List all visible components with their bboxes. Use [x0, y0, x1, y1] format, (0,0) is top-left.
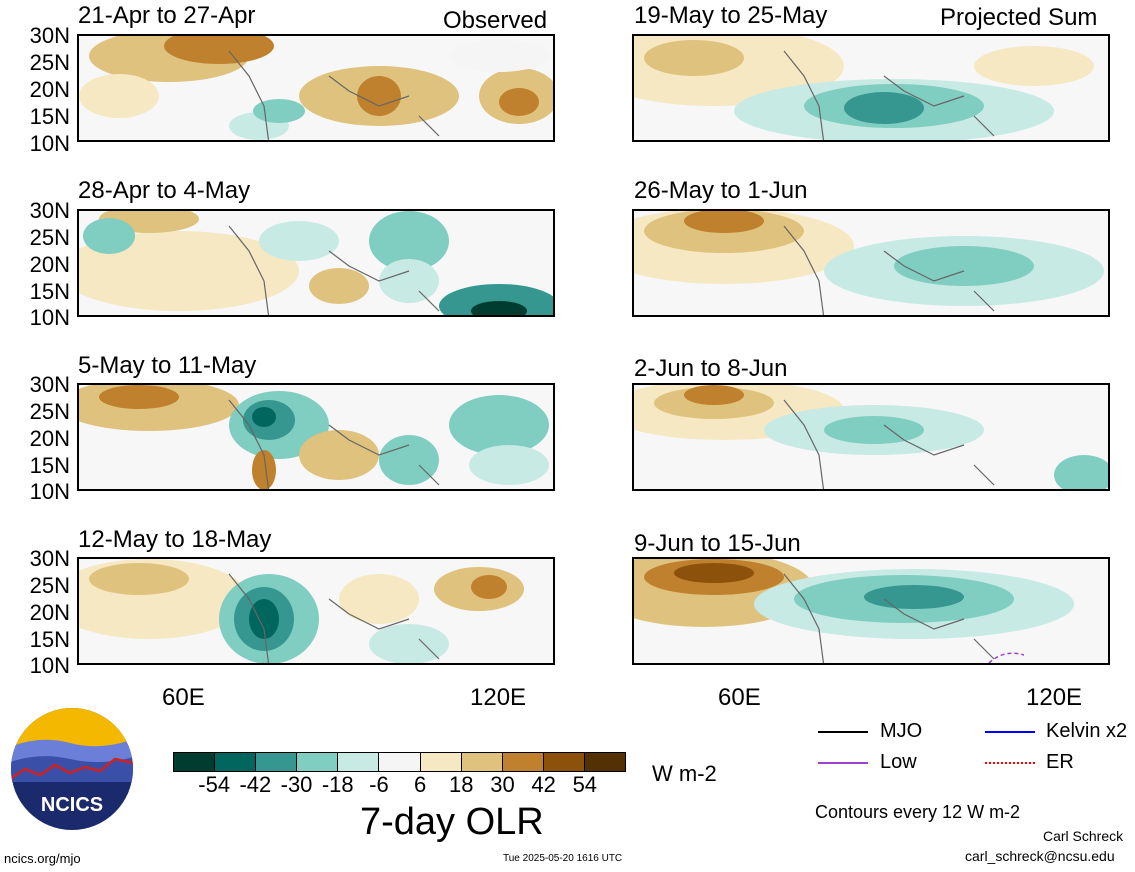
lat-label: 20N [29, 600, 70, 625]
olr-map-5-shading [634, 36, 1094, 140]
lat-label: 30N [29, 23, 70, 48]
colorbar-tick-label: 42 [531, 772, 556, 797]
lat-label: 20N [29, 252, 70, 277]
site-link[interactable]: ncics.org/mjo [4, 851, 81, 866]
ncics-logo[interactable]: NCICS [10, 707, 134, 831]
colorbar-swatch [174, 753, 216, 771]
chart-title: 7-day OLR [360, 801, 544, 843]
panel-title-6: 26-May to 1-Jun [634, 177, 808, 204]
olr-map-panel-2 [77, 209, 555, 317]
lat-label: 30N [29, 546, 70, 571]
colorbar-swatch [338, 753, 380, 771]
olr-map-panel-8 [632, 557, 1110, 665]
lat-label: 25N [29, 50, 70, 75]
olr-map-1-shading [79, 36, 553, 140]
colorbar-tick-label: 54 [572, 772, 598, 797]
olr-map-8-shading [634, 559, 1074, 663]
olr-map-6-shading [634, 211, 1104, 315]
olr-map-panel-4 [77, 557, 555, 665]
lat-label: 10N [29, 479, 70, 504]
legend-kelvin-label: Kelvin x2 [1046, 720, 1128, 742]
lat-label: 10N [29, 131, 70, 156]
panel-title-8: 9-Jun to 15-Jun [634, 530, 801, 557]
colorbar-swatch [215, 753, 257, 771]
colorbar-tick-label: -30 [280, 772, 313, 797]
lat-label: 10N [29, 653, 70, 678]
olr-map-panel-5 [632, 34, 1110, 142]
colorbar-tick-label: 18 [449, 772, 474, 797]
observed-label: Observed [443, 7, 548, 34]
logo-text: NCICS [41, 794, 103, 816]
lon-label-right-60e: 60E [718, 684, 761, 711]
panel-title-7: 2-Jun to 8-Jun [634, 355, 788, 382]
projected-sum-label: Projected Sum [940, 4, 1098, 31]
lat-label: 25N [29, 399, 70, 424]
colorbar-swatch [502, 753, 544, 771]
colorbar-tick-label: 30 [490, 772, 515, 797]
lat-label: 15N [29, 279, 70, 304]
lat-label: 20N [29, 426, 70, 451]
olr-map-panel-6 [632, 209, 1110, 317]
olr-map-panel-7 [632, 383, 1110, 491]
lat-label: 25N [29, 225, 70, 250]
lat-label: 25N [29, 573, 70, 598]
lon-label-left-60e: 60E [162, 684, 205, 711]
colorbar-swatch [256, 753, 298, 771]
colorbar-swatch [379, 753, 421, 771]
legend-er-label: ER [1046, 751, 1074, 773]
lat-label: 20N [29, 77, 70, 102]
panel-title-4: 12-May to 18-May [78, 526, 272, 553]
colorbar-tick-label: 6 [413, 772, 427, 797]
lon-label-left-120e: 120E [470, 684, 527, 711]
colorbar-swatch [461, 753, 503, 771]
olr-map-7-shading [634, 385, 1108, 489]
panel-title-2: 28-Apr to 4-May [78, 177, 251, 204]
legend-kelvin-line [985, 731, 1035, 733]
colorbar-tick-label: -54 [198, 772, 231, 797]
olr-map-panel-1 [77, 34, 555, 142]
timestamp: Tue 2025-05-20 1616 UTC [503, 853, 623, 864]
legend-mjo-line [818, 731, 868, 733]
lat-label: 15N [29, 453, 70, 478]
colorbar-swatch [543, 753, 585, 771]
olr-map-4-shading [79, 559, 524, 663]
author-email[interactable]: carl_schreck@ncsu.edu [965, 848, 1115, 864]
lat-label: 30N [29, 198, 70, 223]
colorbar-tick-label: -18 [321, 772, 354, 797]
olr-map-panel-3 [77, 383, 555, 491]
olr-map-2-shading [79, 211, 553, 315]
legend-low-label: Low [880, 751, 917, 773]
lon-label-right-120e: 120E [1026, 684, 1083, 711]
author-name: Carl Schreck [1043, 828, 1124, 844]
panel-title-5: 19-May to 25-May [634, 2, 828, 29]
panel-title-1: 21-Apr to 27-Apr [78, 2, 256, 29]
lat-label: 30N [29, 372, 70, 397]
contour-note: Contours every 12 W m-2 [815, 802, 1021, 822]
colorbar-swatch [420, 753, 462, 771]
colorbar-swatch [297, 753, 339, 771]
legend-low-line [818, 762, 868, 764]
colorbar-units: W m-2 [652, 761, 717, 786]
lat-label: 10N [29, 305, 70, 330]
lat-label: 15N [29, 627, 70, 652]
colorbar-tick-label: -6 [369, 772, 389, 797]
panel-title-3: 5-May to 11-May [78, 352, 257, 379]
colorbar [173, 752, 626, 772]
legend-mjo-label: MJO [880, 720, 923, 742]
colorbar-swatch [584, 753, 626, 771]
legend-er-line [985, 762, 1035, 764]
olr-map-3-shading [79, 385, 549, 489]
lat-label: 15N [29, 104, 70, 129]
colorbar-tick-label: -42 [239, 772, 272, 797]
